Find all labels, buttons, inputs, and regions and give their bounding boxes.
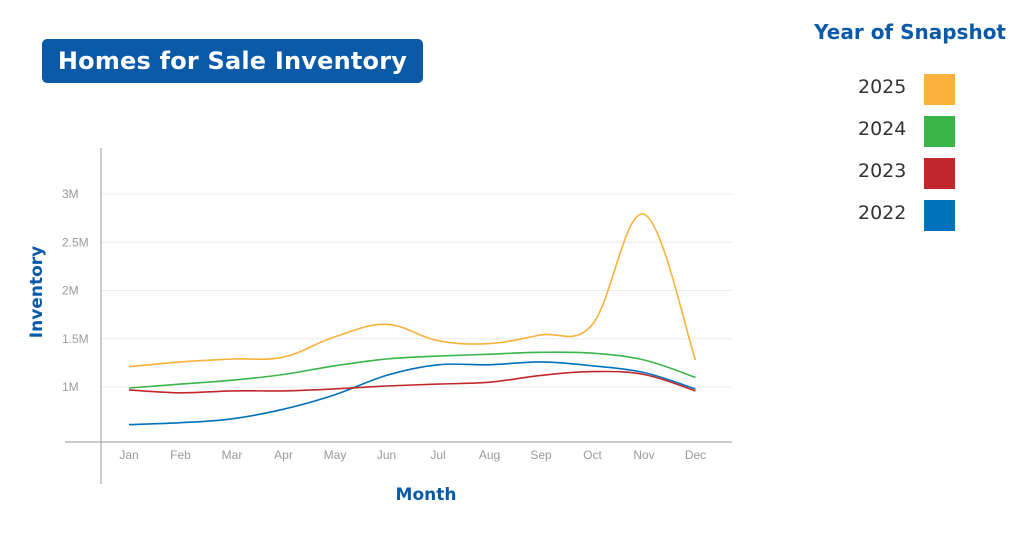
- x-tick-label: May: [324, 448, 347, 462]
- legend: 2025 2024 2023 2022: [850, 74, 960, 242]
- x-tick-labels: Jan Feb Mar Apr May Jun Jul Aug Sep Oct Nov Dec: [119, 448, 706, 462]
- legend-item-2023: 2023: [850, 158, 960, 200]
- x-tick-label: Dec: [685, 448, 706, 462]
- x-tick-label: Jan: [119, 448, 138, 462]
- x-tick-label: Jul: [430, 448, 445, 462]
- series-line-2023: [128, 370, 696, 394]
- x-tick-label: Apr: [274, 448, 293, 462]
- series-lines: [128, 213, 697, 426]
- legend-label: 2022: [858, 202, 907, 224]
- chart-title: Homes for Sale Inventory: [42, 39, 423, 83]
- legend-swatch: [924, 116, 955, 147]
- y-tick-label: 1.5M: [62, 332, 89, 346]
- x-tick-label: Oct: [583, 448, 602, 462]
- gridlines: [101, 193, 732, 388]
- legend-swatch: [924, 158, 955, 189]
- y-axis-title: Inventory: [27, 246, 47, 338]
- y-tick-label: 2.5M: [62, 235, 89, 249]
- y-tick-labels: 1M 1.5M 2M 2.5M 3M: [62, 187, 89, 394]
- legend-swatch: [924, 74, 955, 105]
- x-tick-label: Feb: [170, 448, 191, 462]
- legend-swatch: [924, 200, 955, 231]
- y-tick-label: 1M: [62, 380, 79, 394]
- legend-item-2025: 2025: [850, 74, 960, 116]
- x-tick-label: Aug: [479, 448, 500, 462]
- legend-label: 2023: [858, 160, 907, 182]
- y-tick-label: 2M: [62, 284, 79, 298]
- series-line-2025: [128, 213, 697, 368]
- series-line-2024: [128, 351, 696, 389]
- legend-item-2024: 2024: [850, 116, 960, 158]
- x-tick-label: Sep: [530, 448, 552, 462]
- x-tick-label: Mar: [222, 448, 243, 462]
- x-tick-label: Nov: [633, 448, 654, 462]
- y-tick-label: 3M: [62, 187, 79, 201]
- x-axis-title: Month: [396, 485, 457, 505]
- legend-title: Year of Snapshot: [814, 20, 1006, 44]
- legend-item-2022: 2022: [850, 200, 960, 242]
- series-line-2022: [128, 361, 696, 426]
- legend-label: 2025: [858, 76, 907, 98]
- x-tick-label: Jun: [377, 448, 396, 462]
- legend-label: 2024: [858, 118, 907, 140]
